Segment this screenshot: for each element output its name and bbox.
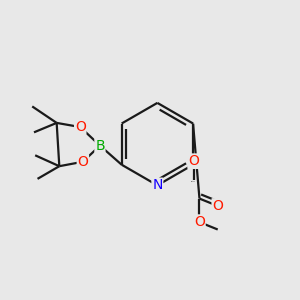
Text: methyl: methyl <box>191 181 196 182</box>
Text: N: N <box>152 178 163 192</box>
Text: O: O <box>188 154 199 168</box>
Text: B: B <box>95 139 105 153</box>
Text: O: O <box>77 155 88 169</box>
Text: O: O <box>194 215 205 229</box>
Text: O: O <box>75 120 86 134</box>
Text: O: O <box>212 199 223 213</box>
